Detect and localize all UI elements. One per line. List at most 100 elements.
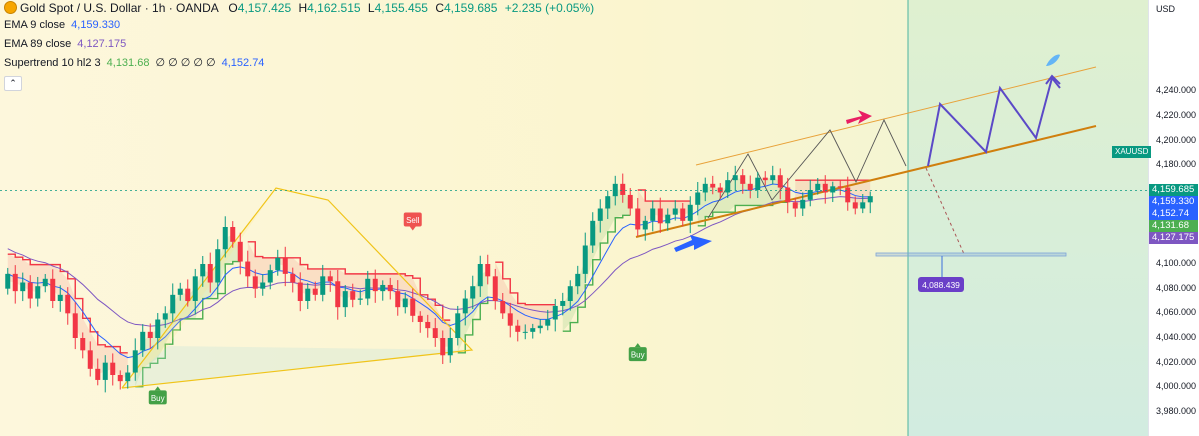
candle (702, 177, 708, 202)
candle-body (710, 183, 716, 188)
axis-tick-label: 4,200.000 (1156, 134, 1197, 145)
signal-label: Buy (151, 394, 165, 403)
candle (657, 197, 663, 233)
ohlc-high: H4,162.515 (298, 1, 361, 15)
candle-body (552, 305, 558, 320)
candle-body (837, 186, 843, 188)
ema9-legend[interactable]: EMA 9 close 4,159.330 (4, 17, 120, 33)
candle (215, 239, 221, 294)
signal-badge (403, 212, 422, 227)
candle-body (95, 368, 101, 380)
candle (597, 199, 603, 233)
candle (335, 269, 341, 320)
candle-body (245, 261, 251, 277)
axis-tick-label: 4,100.000 (1156, 258, 1197, 268)
supertrend-empty-values: ∅ ∅ ∅ ∅ ∅ (155, 57, 216, 69)
ema89-value: 4,127.175 (77, 38, 127, 50)
candle (207, 252, 213, 293)
signal-label: Sell (406, 216, 420, 225)
red-arrow-icon (846, 110, 872, 124)
supertrend-legend[interactable]: Supertrend 10 hl2 3 4,131.68 ∅ ∅ ∅ ∅ ∅ 4,15… (4, 55, 264, 71)
candle (792, 197, 798, 217)
supertrend-label: Supertrend 10 hl2 3 (4, 57, 101, 69)
candle (852, 196, 858, 215)
candle-body (222, 227, 228, 250)
candle (500, 292, 506, 319)
candle (575, 265, 581, 295)
candle (72, 302, 78, 350)
supertrend-down-fill (795, 180, 871, 206)
candle (50, 269, 56, 309)
price-tag: 4,159.330 (1149, 196, 1198, 209)
candle (762, 171, 768, 186)
candle (687, 196, 693, 234)
collapse-legend-button[interactable]: ⌃ (4, 76, 22, 91)
candle (425, 314, 431, 338)
candle-body (717, 187, 723, 193)
signal-pointer (409, 226, 416, 231)
candle-body (477, 264, 483, 287)
candle (867, 191, 873, 214)
target-zone (875, 252, 1067, 257)
candle (200, 255, 206, 287)
candle-body (20, 282, 26, 292)
candle-body (177, 288, 183, 295)
supertrend-up-line (457, 296, 489, 354)
candle-body (110, 362, 116, 376)
harmonic-pattern-lines (121, 187, 474, 389)
candle (237, 232, 243, 275)
candle (747, 175, 753, 199)
candle-body (635, 208, 641, 230)
axis-tick-label: 4,000.000 (1156, 381, 1197, 392)
candle (447, 328, 453, 363)
candle-body (642, 220, 648, 230)
candle-body (515, 325, 521, 332)
pattern-zigzag-line (707, 118, 907, 219)
candle (117, 370, 123, 390)
projected-path (927, 75, 1061, 167)
candle (507, 302, 513, 338)
ohlc-close: C4,159.685 (435, 1, 498, 15)
price-tag: 4,127.175 (1149, 232, 1198, 245)
candle-body (215, 249, 221, 283)
candle-body (470, 286, 476, 299)
price-tag: 4,159.685 (1149, 184, 1198, 197)
candle-body (335, 281, 341, 308)
candle (132, 338, 138, 381)
candle-body (770, 175, 776, 181)
candle (417, 311, 423, 333)
candle-body (87, 350, 93, 369)
candle (710, 175, 716, 195)
channel-support-line (635, 125, 1097, 238)
candle-body (155, 319, 161, 339)
candle-body (192, 276, 198, 302)
candle (582, 232, 588, 284)
supertrend-down-fill (247, 241, 451, 347)
candle (252, 269, 258, 298)
candle-body (462, 298, 468, 314)
candle-body (537, 325, 543, 329)
candle (462, 290, 468, 326)
candle (410, 288, 416, 323)
candle (695, 181, 701, 216)
candle-body (260, 282, 266, 289)
price-tag: 4,131.68 (1149, 220, 1198, 233)
candle (245, 250, 251, 288)
pattern-fill-bottom (122, 346, 472, 388)
candle-body (425, 321, 431, 329)
symbol-price-tag: XAUUSD (1112, 146, 1152, 158)
candle (387, 277, 393, 300)
candle (125, 365, 131, 389)
candle (530, 323, 536, 339)
ema89-legend[interactable]: EMA 89 close 4,127.175 (4, 36, 126, 52)
candle-body (237, 241, 243, 262)
symbol-header: Gold Spot / U.S. Dollar · 1h · OANDA O4,… (4, 0, 594, 16)
axis-tick-label: 3,980.000 (1156, 406, 1197, 416)
candle-body (507, 313, 513, 326)
axis-tick-label: 4,220.000 (1156, 110, 1197, 120)
candle (470, 275, 476, 310)
candle-body (267, 270, 273, 283)
candle (282, 246, 288, 287)
candle-body (680, 208, 686, 221)
